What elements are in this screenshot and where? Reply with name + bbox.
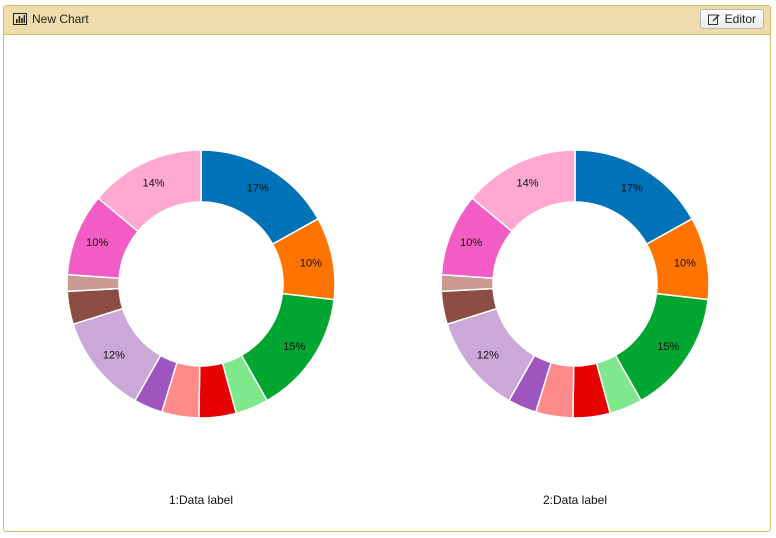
chart-window-title: New Chart — [32, 12, 89, 26]
editor-button[interactable]: Editor — [699, 9, 764, 29]
donut-chart-2: 17% 10% 15% 12% 10% 14% — [440, 149, 710, 419]
chart-1-slice-2-label: 10% — [300, 257, 322, 269]
chart-2-slice-1-label: 17% — [621, 182, 643, 194]
chart-1-slice-11-label: 10% — [86, 237, 108, 249]
chart-1-slice-3-label: 15% — [283, 341, 305, 353]
chart-2-slice-8-label: 12% — [477, 349, 499, 361]
chart-2-caption: 2:Data label — [543, 493, 607, 507]
chart-1-slice-12[interactable] — [97, 149, 202, 233]
bar-chart-icon — [13, 13, 27, 25]
edit-icon — [707, 14, 720, 25]
editor-button-label: Editor — [724, 12, 756, 26]
chart-1-slice-12-label: 14% — [143, 178, 165, 190]
chart-panel: New Chart Editor — [3, 5, 771, 532]
chart-2-slice-11-label: 10% — [460, 237, 482, 249]
donut-chart-1: 17% 10% 15% 12% 10% 14% — [66, 149, 336, 419]
panel-header: New Chart Editor — [4, 6, 770, 35]
chart-1-slice-1-label: 17% — [247, 182, 269, 194]
chart-2-slice-12[interactable] — [471, 149, 576, 233]
title-group: New Chart — [13, 12, 89, 26]
chart-1-caption: 1:Data label — [169, 493, 233, 507]
chart-2-slice-12-label: 14% — [517, 178, 539, 190]
chart-1-slice-8-label: 12% — [103, 349, 125, 361]
chart-2-slice-3-label: 15% — [657, 341, 679, 353]
chart-2-slice-2-label: 10% — [674, 257, 696, 269]
